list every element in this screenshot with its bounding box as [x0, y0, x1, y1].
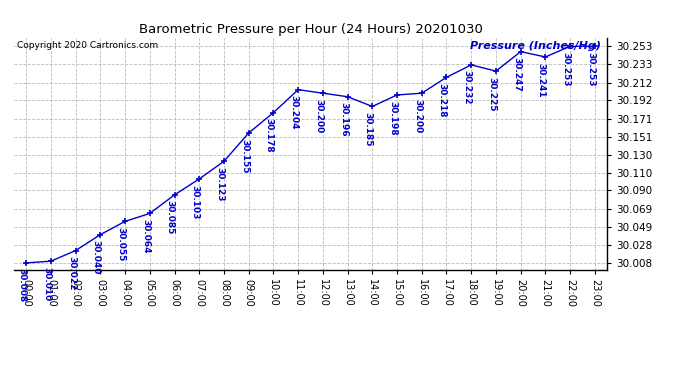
Text: 30.022: 30.022: [67, 256, 76, 291]
Text: Pressure (Inches/Hg): Pressure (Inches/Hg): [471, 41, 601, 51]
Text: 30.103: 30.103: [190, 184, 199, 219]
Text: 30.253: 30.253: [586, 52, 595, 86]
Text: 30.241: 30.241: [537, 63, 546, 97]
Text: 30.155: 30.155: [240, 138, 249, 173]
Text: Copyright 2020 Cartronics.com: Copyright 2020 Cartronics.com: [17, 41, 158, 50]
Text: 30.253: 30.253: [562, 52, 571, 86]
Text: 30.010: 30.010: [42, 267, 51, 301]
Text: 30.178: 30.178: [265, 118, 274, 153]
Text: 30.185: 30.185: [364, 112, 373, 147]
Text: 30.232: 30.232: [462, 70, 471, 105]
Text: 30.198: 30.198: [388, 100, 397, 135]
Text: 30.200: 30.200: [314, 99, 323, 133]
Title: Barometric Pressure per Hour (24 Hours) 20201030: Barometric Pressure per Hour (24 Hours) …: [139, 23, 482, 36]
Text: 30.040: 30.040: [92, 240, 101, 274]
Text: 30.055: 30.055: [117, 227, 126, 261]
Text: 30.200: 30.200: [413, 99, 422, 133]
Text: 30.008: 30.008: [17, 268, 26, 303]
Text: 30.123: 30.123: [215, 167, 224, 201]
Text: 30.218: 30.218: [438, 83, 447, 117]
Text: 30.225: 30.225: [487, 76, 496, 111]
Text: 30.196: 30.196: [339, 102, 348, 137]
Text: 30.085: 30.085: [166, 200, 175, 235]
Text: 30.247: 30.247: [512, 57, 521, 92]
Text: 30.204: 30.204: [290, 95, 299, 130]
Text: 30.064: 30.064: [141, 219, 150, 254]
